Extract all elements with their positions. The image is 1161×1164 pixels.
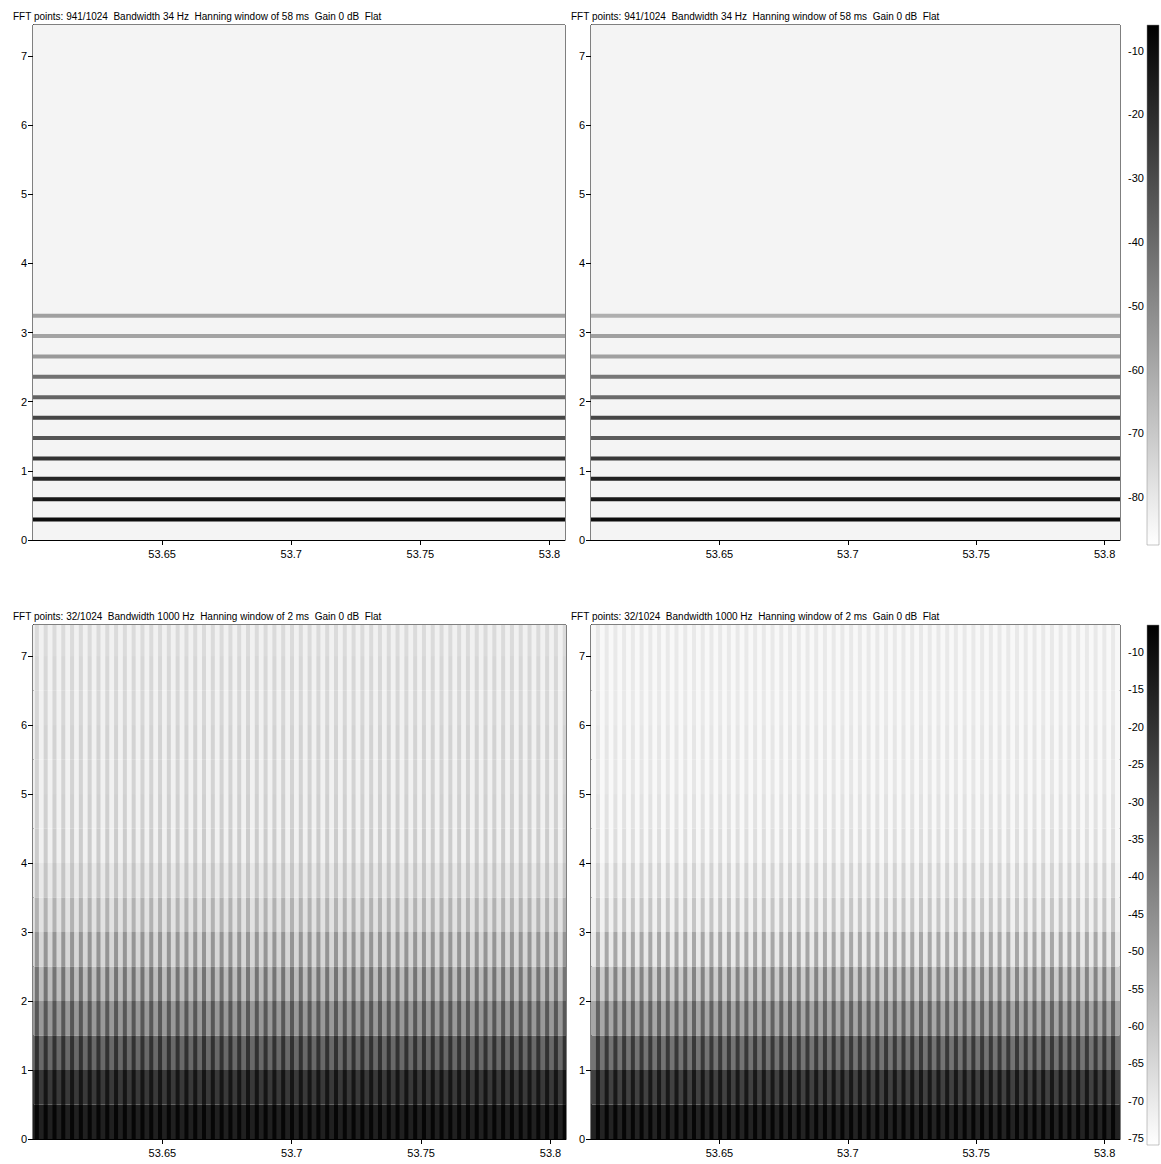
svg-text:3: 3 bbox=[579, 327, 585, 339]
svg-text:53.75: 53.75 bbox=[962, 1147, 990, 1159]
svg-text:53.7: 53.7 bbox=[281, 548, 302, 560]
svg-text:-75: -75 bbox=[1128, 1132, 1144, 1144]
svg-text:FFT points: 32/1024 Bandwidth: FFT points: 32/1024 Bandwidth 1000 Hz Ha… bbox=[13, 611, 382, 622]
svg-text:7: 7 bbox=[21, 50, 27, 62]
svg-text:5: 5 bbox=[21, 788, 27, 800]
svg-text:-70: -70 bbox=[1128, 427, 1144, 439]
svg-text:-20: -20 bbox=[1128, 108, 1144, 120]
svg-text:5: 5 bbox=[579, 788, 585, 800]
svg-text:0: 0 bbox=[579, 534, 585, 546]
svg-text:53.8: 53.8 bbox=[539, 548, 560, 560]
svg-text:-70: -70 bbox=[1128, 1095, 1144, 1107]
svg-text:7: 7 bbox=[579, 650, 585, 662]
svg-text:6: 6 bbox=[21, 119, 27, 131]
svg-text:-45: -45 bbox=[1128, 908, 1144, 920]
svg-text:4: 4 bbox=[579, 257, 585, 269]
svg-text:4: 4 bbox=[21, 857, 27, 869]
svg-text:0: 0 bbox=[21, 534, 27, 546]
svg-text:2: 2 bbox=[21, 396, 27, 408]
svg-text:53.75: 53.75 bbox=[962, 548, 990, 560]
svg-text:-50: -50 bbox=[1128, 300, 1144, 312]
svg-text:-50: -50 bbox=[1128, 945, 1144, 957]
svg-text:7: 7 bbox=[579, 50, 585, 62]
svg-text:6: 6 bbox=[21, 719, 27, 731]
svg-text:-60: -60 bbox=[1128, 364, 1144, 376]
svg-text:53.7: 53.7 bbox=[281, 1147, 302, 1159]
svg-text:53.65: 53.65 bbox=[706, 548, 734, 560]
svg-text:7: 7 bbox=[21, 650, 27, 662]
svg-text:-25: -25 bbox=[1128, 758, 1144, 770]
svg-text:6: 6 bbox=[579, 119, 585, 131]
svg-text:53.7: 53.7 bbox=[837, 1147, 858, 1159]
svg-text:-30: -30 bbox=[1128, 172, 1144, 184]
svg-text:2: 2 bbox=[579, 396, 585, 408]
svg-text:FFT points: 32/1024 Bandwidth: FFT points: 32/1024 Bandwidth 1000 Hz Ha… bbox=[571, 611, 940, 622]
svg-text:6: 6 bbox=[579, 719, 585, 731]
svg-text:4: 4 bbox=[21, 257, 27, 269]
svg-text:FFT points: 941/1024 Bandwidt: FFT points: 941/1024 Bandwidth 34 Hz Han… bbox=[571, 11, 940, 22]
svg-text:4: 4 bbox=[579, 857, 585, 869]
svg-text:0: 0 bbox=[579, 1133, 585, 1145]
svg-text:-65: -65 bbox=[1128, 1057, 1144, 1069]
svg-text:3: 3 bbox=[21, 926, 27, 938]
svg-text:-10: -10 bbox=[1128, 45, 1144, 57]
svg-text:-40: -40 bbox=[1128, 870, 1144, 882]
svg-text:1: 1 bbox=[579, 465, 585, 477]
svg-text:-35: -35 bbox=[1128, 833, 1144, 845]
svg-text:53.7: 53.7 bbox=[837, 548, 858, 560]
svg-text:53.65: 53.65 bbox=[706, 1147, 734, 1159]
svg-text:1: 1 bbox=[21, 465, 27, 477]
svg-text:0: 0 bbox=[21, 1133, 27, 1145]
svg-text:-60: -60 bbox=[1128, 1020, 1144, 1032]
svg-text:3: 3 bbox=[21, 327, 27, 339]
svg-text:-15: -15 bbox=[1128, 683, 1144, 695]
svg-text:1: 1 bbox=[579, 1064, 585, 1076]
svg-text:-40: -40 bbox=[1128, 236, 1144, 248]
svg-text:3: 3 bbox=[579, 926, 585, 938]
svg-text:-20: -20 bbox=[1128, 721, 1144, 733]
svg-text:-55: -55 bbox=[1128, 983, 1144, 995]
svg-text:53.65: 53.65 bbox=[148, 548, 176, 560]
svg-text:1: 1 bbox=[21, 1064, 27, 1076]
svg-text:53.65: 53.65 bbox=[149, 1147, 177, 1159]
svg-text:53.75: 53.75 bbox=[407, 1147, 435, 1159]
svg-text:FFT points: 941/1024 Bandwidt: FFT points: 941/1024 Bandwidth 34 Hz Han… bbox=[13, 11, 382, 22]
svg-text:-80: -80 bbox=[1128, 491, 1144, 503]
svg-text:2: 2 bbox=[579, 995, 585, 1007]
svg-text:5: 5 bbox=[21, 188, 27, 200]
svg-text:53.8: 53.8 bbox=[1094, 548, 1115, 560]
svg-text:-30: -30 bbox=[1128, 796, 1144, 808]
svg-text:2: 2 bbox=[21, 995, 27, 1007]
svg-text:53.8: 53.8 bbox=[540, 1147, 561, 1159]
svg-text:-10: -10 bbox=[1128, 646, 1144, 658]
svg-text:53.75: 53.75 bbox=[407, 548, 435, 560]
svg-text:5: 5 bbox=[579, 188, 585, 200]
svg-text:53.8: 53.8 bbox=[1094, 1147, 1115, 1159]
